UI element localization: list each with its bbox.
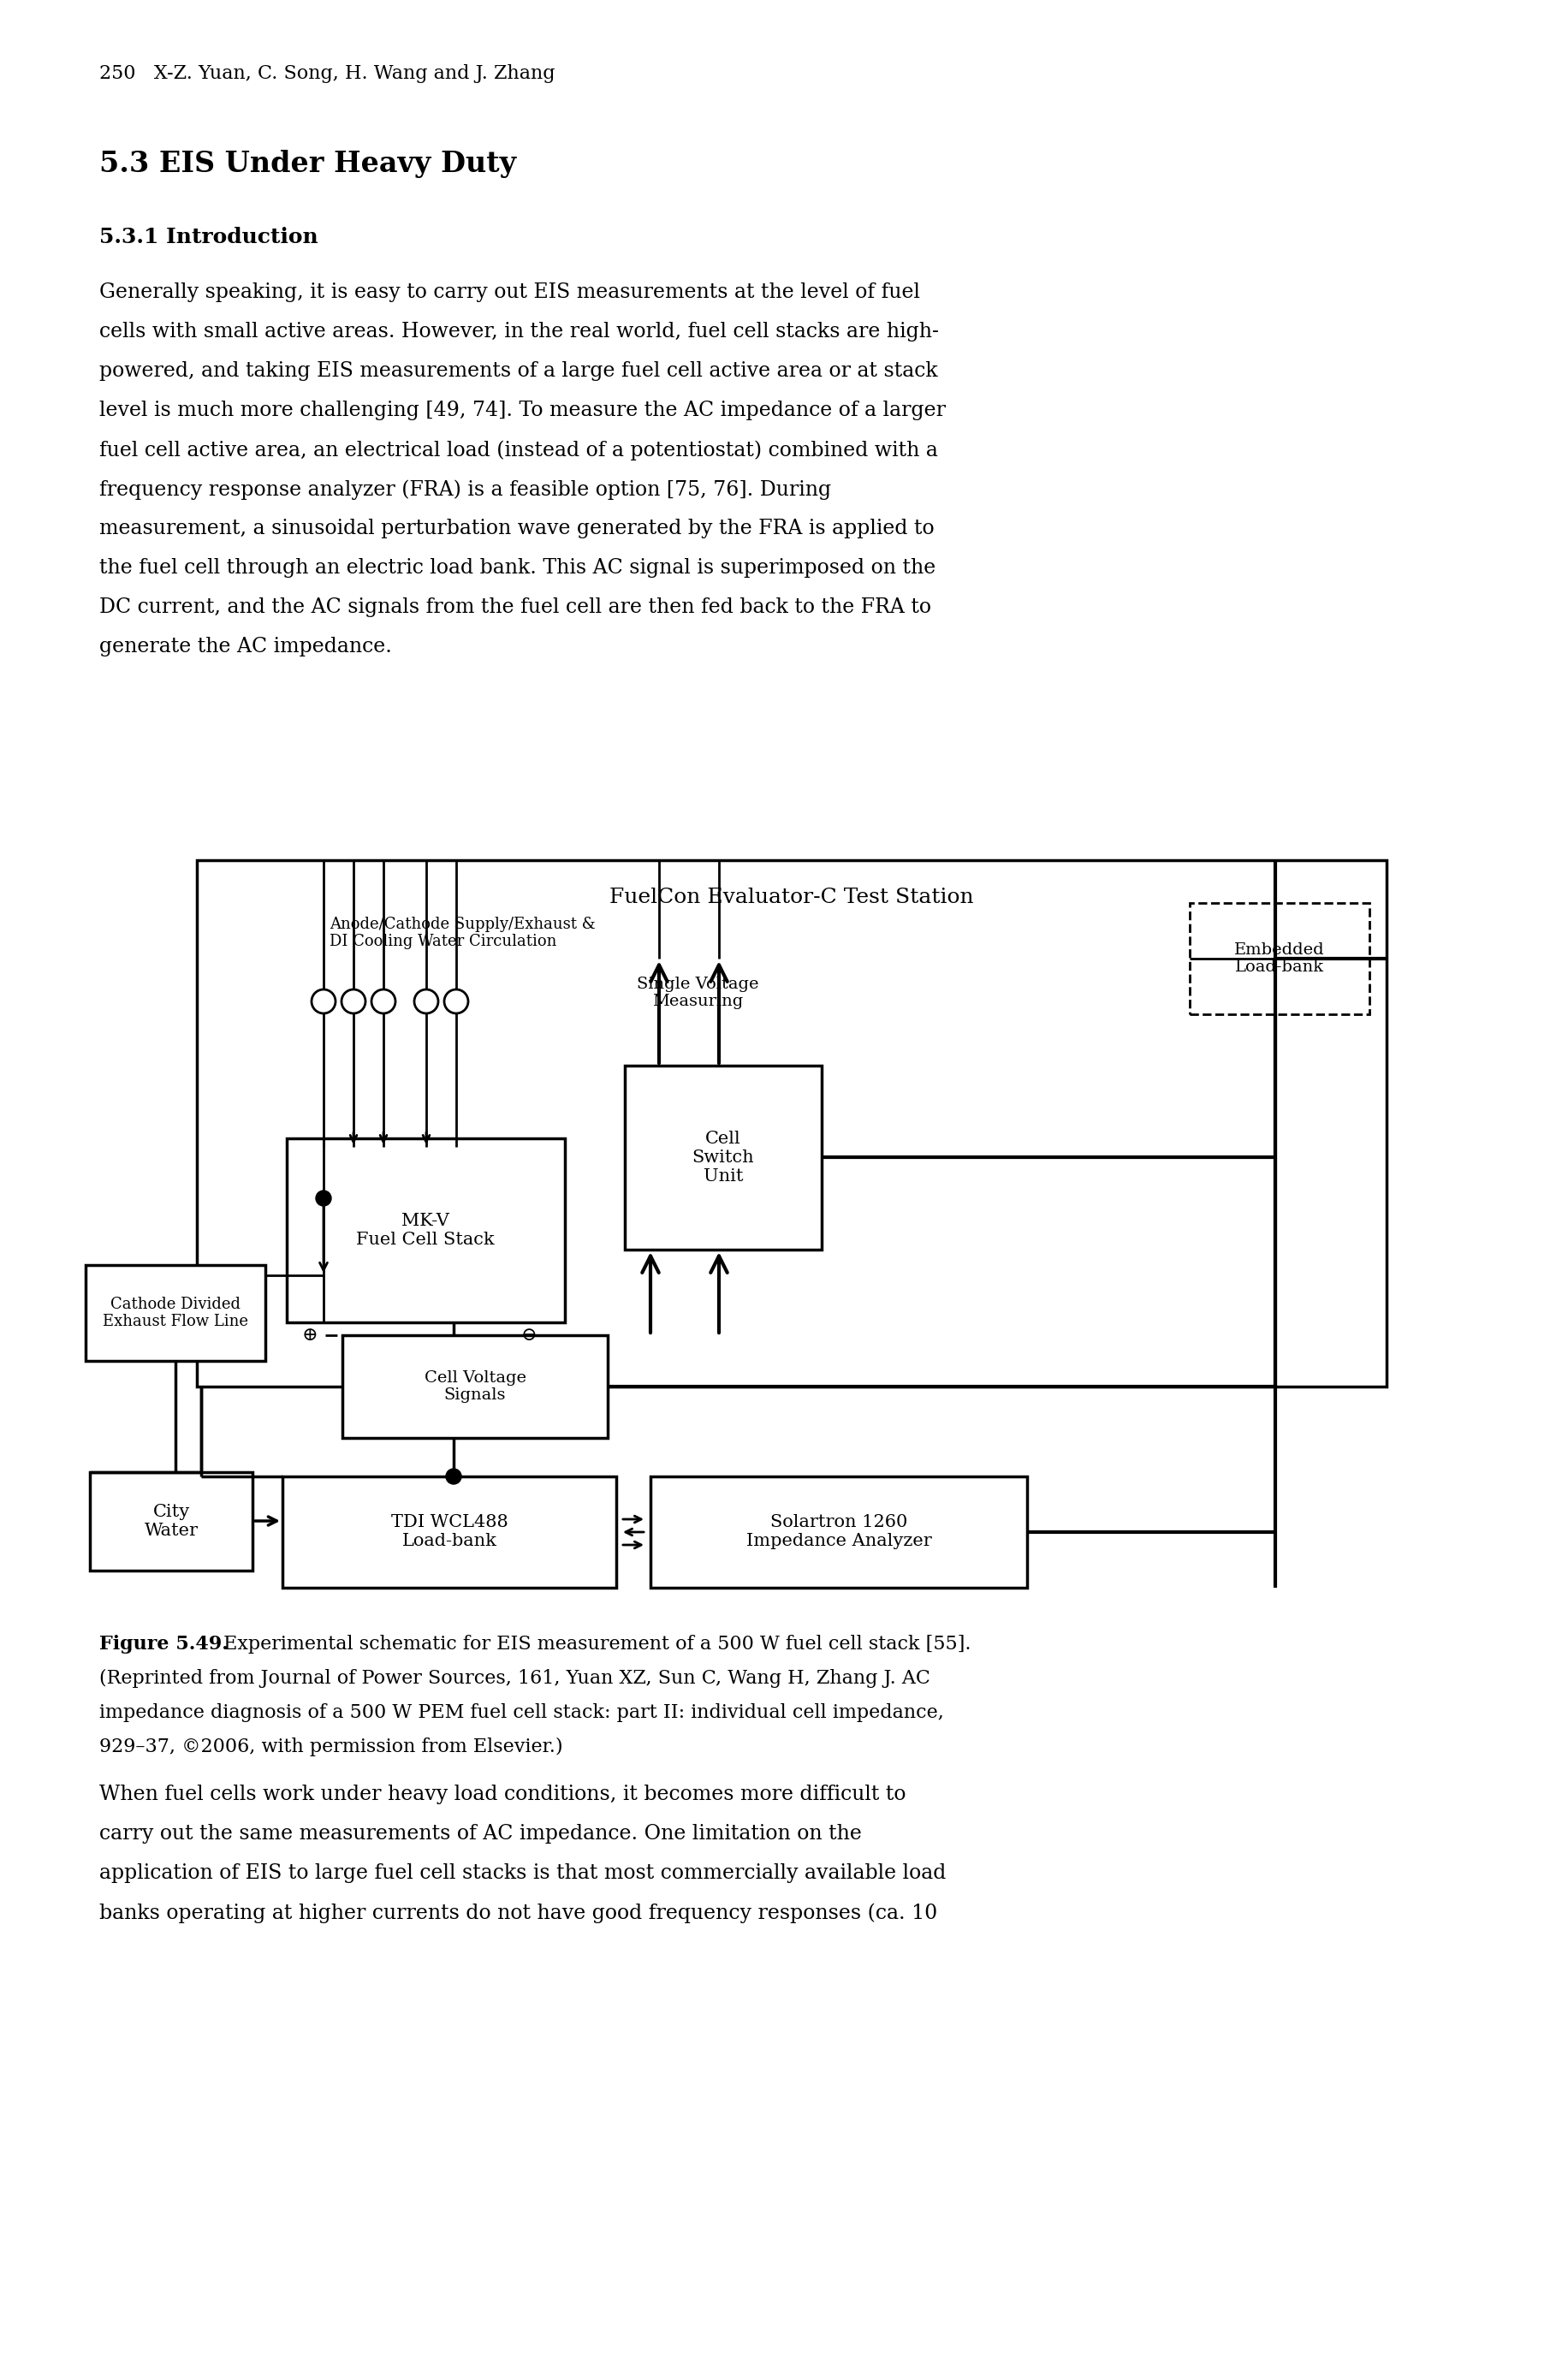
Text: measurement, a sinusoidal perturbation wave generated by the FRA is applied to: measurement, a sinusoidal perturbation w… [99,518,935,539]
Text: FuelCon Evaluator-C Test Station: FuelCon Evaluator-C Test Station [610,886,974,908]
Circle shape [445,1468,461,1485]
Text: Cell Voltage
Signals: Cell Voltage Signals [423,1371,525,1404]
Text: MK-V
Fuel Cell Stack: MK-V Fuel Cell Stack [356,1212,494,1247]
Text: carry out the same measurements of AC impedance. One limitation on the: carry out the same measurements of AC im… [99,1825,862,1844]
Text: (Reprinted from Journal of Power Sources, 161, Yuan XZ, Sun C, Wang H, Zhang J. : (Reprinted from Journal of Power Sources… [99,1668,930,1687]
Text: Experimental schematic for EIS measurement of a 500 W fuel cell stack [55].: Experimental schematic for EIS measureme… [218,1635,971,1654]
Text: DC current, and the AC signals from the fuel cell are then fed back to the FRA t: DC current, and the AC signals from the … [99,596,931,618]
Text: Solartron 1260
Impedance Analyzer: Solartron 1260 Impedance Analyzer [746,1514,931,1549]
Bar [1190,903,1369,1015]
Bar [624,1064,822,1250]
Text: impedance diagnosis of a 500 W PEM fuel cell stack: part II: individual cell imp: impedance diagnosis of a 500 W PEM fuel … [99,1704,944,1723]
Text: 929–37, ©2006, with permission from Elsevier.): 929–37, ©2006, with permission from Else… [99,1737,563,1756]
Text: 250   X-Z. Yuan, C. Song, H. Wang and J. Zhang: 250 X-Z. Yuan, C. Song, H. Wang and J. Z… [99,64,555,83]
Text: application of EIS to large fuel cell stacks is that most commercially available: application of EIS to large fuel cell st… [99,1863,946,1884]
Text: Figure 5.49.: Figure 5.49. [99,1635,229,1654]
Text: Embedded
Load-bank: Embedded Load-bank [1234,941,1325,974]
Circle shape [315,1190,331,1207]
Bar [89,1473,252,1571]
Text: fuel cell active area, an electrical load (instead of a potentiostat) combined w: fuel cell active area, an electrical loa… [99,440,938,461]
Bar [651,1475,1027,1587]
Bar [198,860,1386,1388]
Text: 5.3 EIS Under Heavy Duty: 5.3 EIS Under Heavy Duty [99,150,516,178]
Bar [282,1475,616,1587]
Text: ⊖: ⊖ [521,1326,536,1345]
Text: Cathode Divided
Exhaust Flow Line: Cathode Divided Exhaust Flow Line [103,1297,248,1331]
Text: Anode/Cathode Supply/Exhaust &
DI Cooling Water Circulation: Anode/Cathode Supply/Exhaust & DI Coolin… [329,917,596,950]
Text: level is much more challenging [49, 74]. To measure the AC impedance of a larger: level is much more challenging [49, 74].… [99,402,946,421]
Text: Single Voltage
Measuring: Single Voltage Measuring [637,977,759,1010]
Text: When fuel cells work under heavy load conditions, it becomes more difficult to: When fuel cells work under heavy load co… [99,1784,906,1803]
Bar [287,1138,564,1323]
Text: banks operating at higher currents do not have good frequency responses (ca. 10: banks operating at higher currents do no… [99,1903,938,1922]
Text: cells with small active areas. However, in the real world, fuel cell stacks are : cells with small active areas. However, … [99,321,939,342]
Text: powered, and taking EIS measurements of a large fuel cell active area or at stac: powered, and taking EIS measurements of … [99,361,938,380]
Text: Cell
Switch
Unit: Cell Switch Unit [691,1131,754,1183]
Text: frequency response analyzer (FRA) is a feasible option [75, 76]. During: frequency response analyzer (FRA) is a f… [99,480,831,499]
Bar [342,1335,608,1437]
Bar [86,1264,265,1361]
Text: TDI WCL488
Load-bank: TDI WCL488 Load-bank [390,1514,508,1549]
Text: ⊕: ⊕ [303,1326,318,1345]
Text: the fuel cell through an electric load bank. This AC signal is superimposed on t: the fuel cell through an electric load b… [99,558,936,577]
Text: City
Water: City Water [144,1504,198,1540]
Text: generate the AC impedance.: generate the AC impedance. [99,637,392,656]
Text: 5.3.1 Introduction: 5.3.1 Introduction [99,226,318,247]
Text: Generally speaking, it is easy to carry out EIS measurements at the level of fue: Generally speaking, it is easy to carry … [99,283,920,302]
